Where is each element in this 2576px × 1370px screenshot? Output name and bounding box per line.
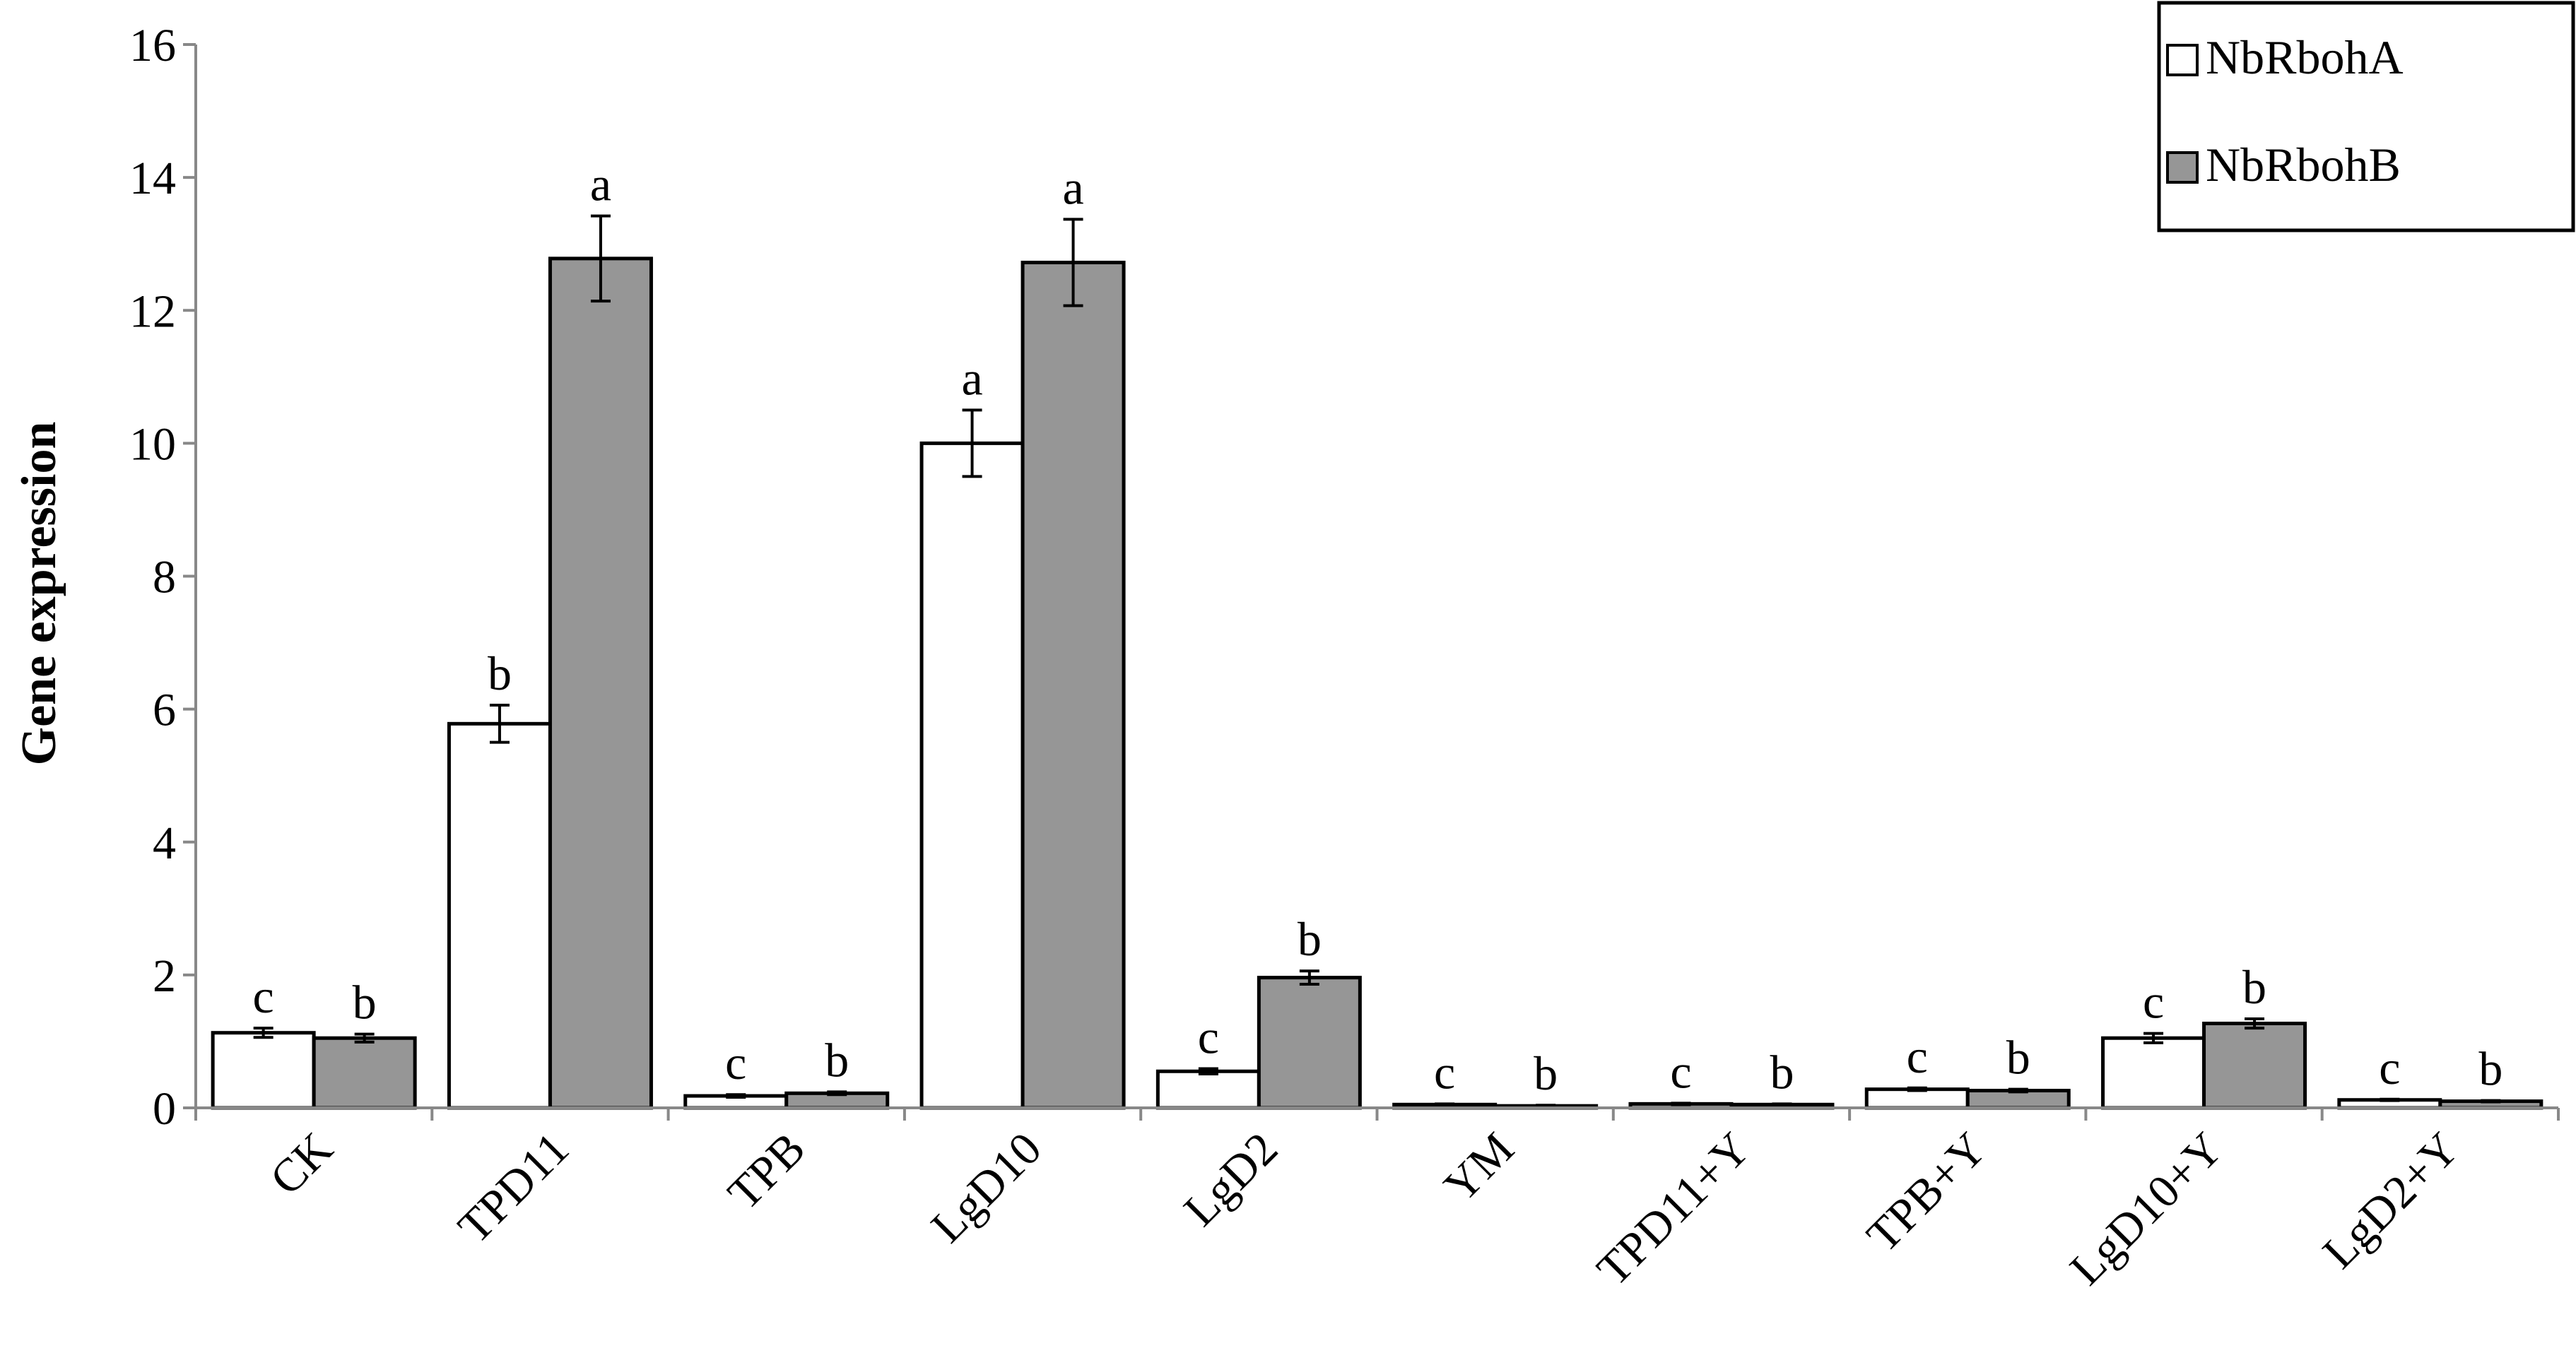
bar-nbrboha bbox=[2101, 1036, 2206, 1110]
y-tick-label: 10 bbox=[129, 418, 176, 470]
y-tick-label: 4 bbox=[153, 817, 176, 869]
significance-label: a bbox=[1062, 160, 1083, 214]
significance-label: c bbox=[253, 969, 274, 1023]
bar-nbrbohb bbox=[2202, 1022, 2307, 1110]
x-tick-label: TPB bbox=[718, 1123, 815, 1220]
significance-label: c bbox=[1907, 1029, 1928, 1083]
legend-box bbox=[2157, 1, 2575, 232]
bar-nbrboha bbox=[211, 1031, 316, 1110]
significance-label: c bbox=[1434, 1045, 1455, 1099]
y-tick-label: 2 bbox=[153, 950, 176, 1002]
significance-label: b bbox=[353, 976, 377, 1029]
significance-label: b bbox=[1298, 912, 1322, 966]
y-tick-label: 14 bbox=[129, 153, 176, 204]
bar-nbrboha bbox=[1864, 1087, 1970, 1110]
y-tick-label: 8 bbox=[153, 552, 176, 603]
significance-label: c bbox=[1198, 1010, 1219, 1064]
significance-label: c bbox=[2143, 975, 2164, 1029]
significance-label: c bbox=[2379, 1041, 2400, 1094]
significance-label: a bbox=[590, 158, 611, 211]
x-tick-label: TPD11+Y bbox=[1587, 1123, 1760, 1296]
significance-label: c bbox=[1670, 1044, 1691, 1098]
x-tick-label: LgD10 bbox=[922, 1123, 1052, 1253]
significance-label: b bbox=[488, 646, 512, 700]
legend-swatch bbox=[2166, 151, 2199, 184]
bar-nbrbohb bbox=[1257, 976, 1362, 1110]
significance-label: b bbox=[2242, 960, 2266, 1014]
y-tick-label: 6 bbox=[153, 685, 176, 736]
x-tick-label: TPB+Y bbox=[1857, 1123, 1996, 1262]
bar-nbrbohb bbox=[312, 1036, 417, 1110]
x-tick-label: LgD2 bbox=[1174, 1123, 1288, 1236]
y-tick-label: 12 bbox=[129, 285, 176, 337]
bar-nbrboha bbox=[447, 721, 552, 1110]
significance-label: b bbox=[2006, 1031, 2030, 1085]
bar-nbrboha bbox=[1155, 1069, 1261, 1110]
x-tick-label: TPD11 bbox=[448, 1123, 579, 1253]
x-tick-label: CK bbox=[260, 1123, 342, 1205]
legend-label: NbRbohB bbox=[2206, 138, 2401, 191]
legend-label: NbRbohA bbox=[2206, 30, 2404, 84]
significance-label: a bbox=[961, 351, 982, 405]
x-tick-label: YM bbox=[1434, 1123, 1524, 1212]
legend: NbRbohA NbRbohB bbox=[2157, 1, 2575, 232]
bar-nbrboha bbox=[919, 441, 1025, 1110]
significance-label: b bbox=[1534, 1046, 1558, 1100]
y-axis-label: Gene expression bbox=[12, 422, 66, 766]
y-tick-label: 0 bbox=[153, 1083, 176, 1135]
x-tick-label: LgD2+Y bbox=[2313, 1123, 2469, 1279]
significance-label: c bbox=[725, 1036, 746, 1089]
bar-nbrbohb bbox=[548, 256, 653, 1110]
x-tick-label: LgD10+Y bbox=[2060, 1123, 2233, 1295]
significance-label: b bbox=[2478, 1042, 2503, 1096]
y-tick-label: 16 bbox=[129, 20, 176, 71]
significance-label: b bbox=[825, 1033, 849, 1087]
significance-label: b bbox=[1770, 1045, 1794, 1099]
bars-layer: c b b a c b a a c b c b c b c b c b c b bbox=[211, 158, 2543, 1110]
bar-nbrbohb bbox=[1021, 261, 1126, 1110]
legend-swatch bbox=[2166, 44, 2199, 76]
